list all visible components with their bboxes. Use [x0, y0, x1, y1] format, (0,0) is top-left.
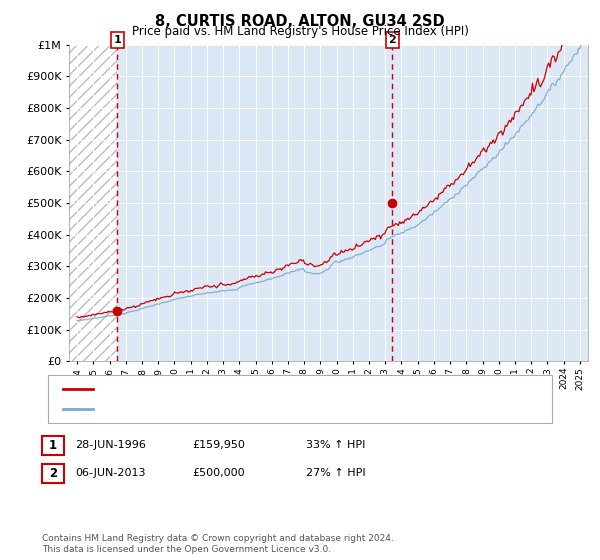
Text: 2: 2: [388, 35, 396, 45]
Text: 06-JUN-2013: 06-JUN-2013: [75, 468, 146, 478]
Text: 1: 1: [49, 438, 57, 452]
Text: 1: 1: [113, 35, 121, 45]
Text: Contains HM Land Registry data © Crown copyright and database right 2024.
This d: Contains HM Land Registry data © Crown c…: [42, 534, 394, 554]
Text: Price paid vs. HM Land Registry's House Price Index (HPI): Price paid vs. HM Land Registry's House …: [131, 25, 469, 38]
Bar: [69, 45, 118, 361]
Text: 8, CURTIS ROAD, ALTON, GU34 2SD: 8, CURTIS ROAD, ALTON, GU34 2SD: [155, 14, 445, 29]
Text: HPI: Average price, detached house, East Hampshire: HPI: Average price, detached house, East…: [99, 404, 393, 414]
Text: 28-JUN-1996: 28-JUN-1996: [75, 440, 146, 450]
Text: 8, CURTIS ROAD, ALTON, GU34 2SD (detached house): 8, CURTIS ROAD, ALTON, GU34 2SD (detache…: [99, 385, 398, 394]
Text: 2: 2: [49, 466, 57, 480]
Text: 33% ↑ HPI: 33% ↑ HPI: [306, 440, 365, 450]
Text: 27% ↑ HPI: 27% ↑ HPI: [306, 468, 365, 478]
Text: £159,950: £159,950: [192, 440, 245, 450]
Text: £500,000: £500,000: [192, 468, 245, 478]
